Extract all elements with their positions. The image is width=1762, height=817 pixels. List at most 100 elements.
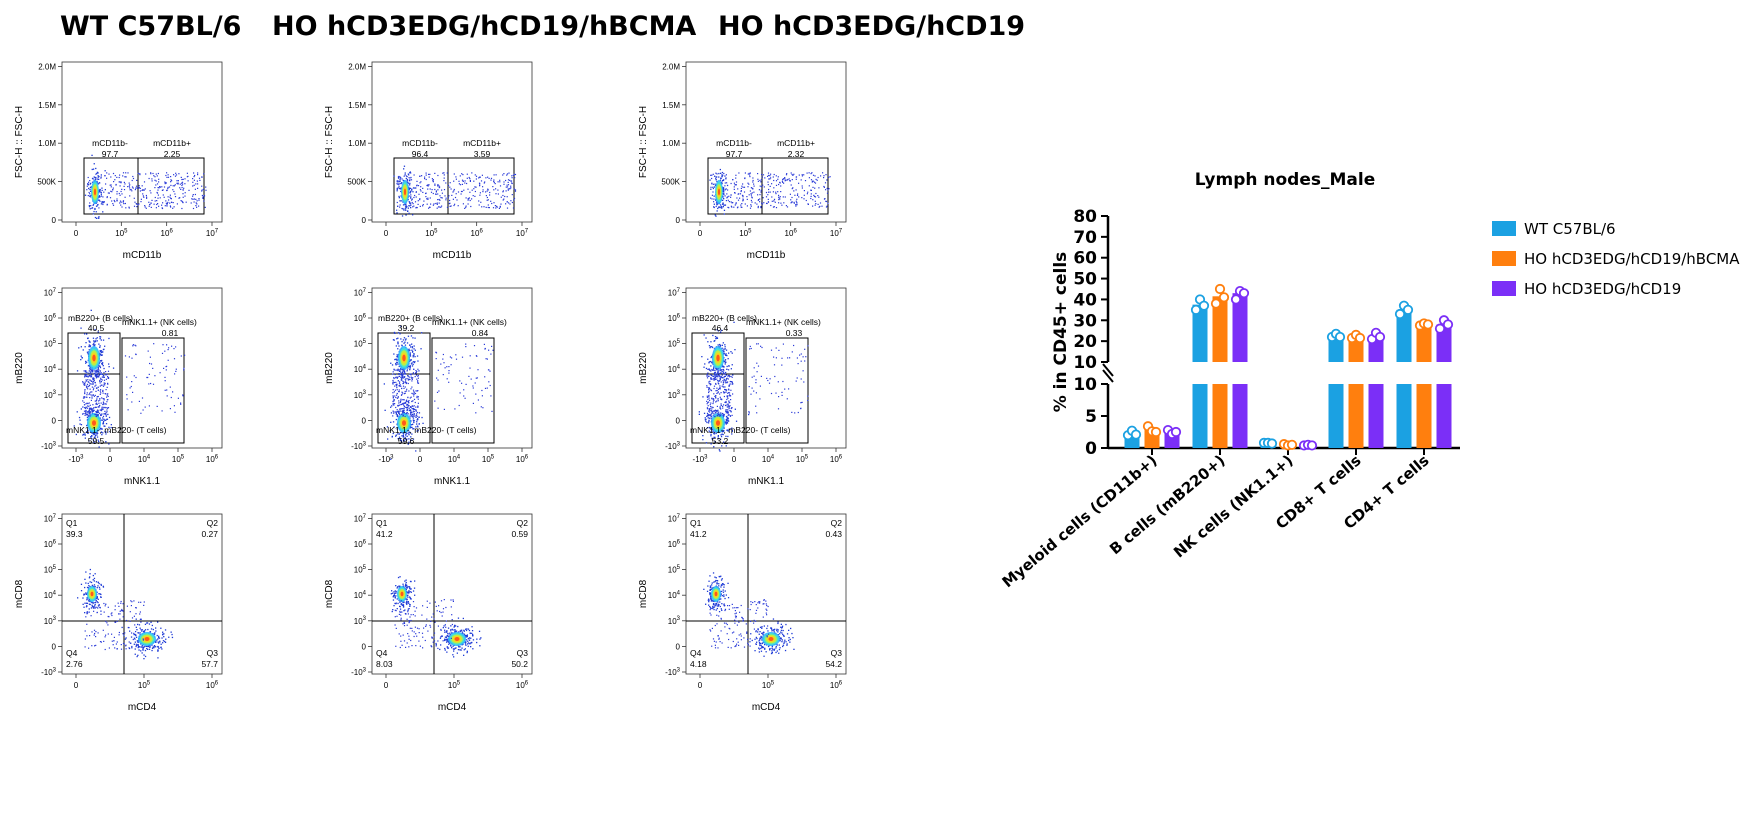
gate-label-nk-cells: mNK1.1+ (NK cells) bbox=[432, 317, 507, 327]
axis-break-mark bbox=[1102, 363, 1114, 383]
plot-frame bbox=[685, 61, 847, 223]
plot-frame bbox=[685, 287, 847, 449]
x-tick-label: 0 bbox=[732, 455, 737, 464]
y-tick-label: 500K bbox=[347, 178, 366, 187]
replicate-point bbox=[1198, 300, 1210, 311]
y-tick-label: 2.0M bbox=[38, 62, 56, 71]
x-axis-label: mNK1.1 bbox=[124, 476, 161, 487]
y-tick-label: 106 bbox=[44, 539, 57, 549]
x-tick-label: 105 bbox=[762, 680, 775, 690]
gate-value-nk-cells: 0.33 bbox=[786, 328, 803, 338]
y-tick-label: 103 bbox=[354, 616, 367, 626]
density-b-cells bbox=[701, 321, 736, 393]
density-cd8 bbox=[703, 572, 730, 613]
y-tick-label: 0 bbox=[676, 642, 681, 651]
gate-value-nk-cells: 0.81 bbox=[162, 328, 179, 338]
y-tick-label: -103 bbox=[351, 667, 367, 677]
y-tick-label: 106 bbox=[354, 313, 367, 323]
replicate-point bbox=[1214, 283, 1226, 295]
density-cd4 bbox=[430, 617, 482, 658]
y-tick-label: 0 bbox=[52, 642, 57, 651]
bar-lower-segment bbox=[1232, 384, 1248, 448]
replicate-point bbox=[1190, 304, 1202, 315]
x-tick-label: 106 bbox=[516, 680, 529, 690]
panel-row2-col1: -103 0 103 104 105 106 107 -103 0 104 105 106 mNK1.1… bbox=[14, 287, 223, 487]
y-tick-label: -103 bbox=[41, 667, 57, 677]
y-tick-label: 0 bbox=[362, 416, 367, 425]
y-axis-label: FSC-H :: FSC-H bbox=[14, 106, 25, 178]
y-tick-label: 105 bbox=[354, 565, 367, 575]
quadrant-q2-label: Q2 bbox=[831, 518, 843, 528]
category-label: NK cells (NK1.1+) bbox=[1170, 451, 1296, 561]
x-tick-label: 105 bbox=[448, 680, 461, 690]
quadrant-q2-value: 0.59 bbox=[511, 529, 528, 539]
x-tick-label: 107 bbox=[516, 228, 529, 238]
quadrant-q1-value: 41.2 bbox=[690, 529, 707, 539]
column-title-hcd3edg-hcd19-hbcma: HO hCD3EDG/hCD19/hBCMA bbox=[272, 11, 696, 42]
bar-lower-segment bbox=[1328, 384, 1344, 448]
bar-upper-segment bbox=[1416, 324, 1432, 362]
replicate-point bbox=[1170, 426, 1182, 438]
gate-label-t-cells: mNK1.1-, mB220- (T cells) bbox=[690, 425, 791, 435]
gate-label-b-cells: mB220+ (B cells) bbox=[378, 313, 443, 323]
replicate-point bbox=[1238, 288, 1250, 299]
bar-upper-segment bbox=[1232, 293, 1248, 362]
quadrant-q2-label: Q2 bbox=[517, 518, 529, 528]
y-tick-label: 80 bbox=[1073, 207, 1097, 227]
events-bridge bbox=[392, 368, 420, 418]
bar-upper-segment bbox=[1396, 309, 1412, 362]
panel-row3-col2: -103 0 103 104 105 106 107 0 105 106 mCD4 mCD8 Q141.… bbox=[324, 513, 533, 713]
y-tick-label: 107 bbox=[354, 288, 367, 298]
x-tick-label: 106 bbox=[830, 454, 843, 464]
y-tick-label: 105 bbox=[668, 339, 681, 349]
gate-value-t-cells: 59.5 bbox=[88, 436, 105, 446]
events-scatter bbox=[396, 172, 517, 210]
quadrant-q4-label: Q4 bbox=[376, 648, 388, 658]
quadrant-q3-label: Q3 bbox=[207, 648, 219, 658]
plot-frame bbox=[371, 61, 533, 223]
quadrant-q4-label: Q4 bbox=[66, 648, 78, 658]
gate-nk-cells bbox=[121, 337, 185, 444]
quadrant-q1-label: Q1 bbox=[690, 518, 702, 528]
bar-lower-segment bbox=[1396, 384, 1412, 448]
panel-row3-col3: -103 0 103 104 105 106 107 0 105 106 mCD4 mCD8 Q141.… bbox=[638, 513, 847, 713]
replicate-point bbox=[1266, 438, 1278, 449]
x-tick-label: 105 bbox=[172, 454, 185, 464]
y-tick-label: 50 bbox=[1073, 270, 1097, 290]
y-tick-label: 104 bbox=[354, 365, 367, 375]
events-scatter bbox=[434, 343, 494, 414]
x-tick-label: 0 bbox=[698, 229, 703, 238]
x-tick-label: 107 bbox=[206, 228, 219, 238]
y-axis-title: % in CD45+ cells bbox=[1051, 252, 1071, 413]
panel-row2-col2: -103 0 103 104 105 106 107 -103 0 104 105 106 mNK1.1… bbox=[324, 287, 533, 487]
quadrant-q1-value: 41.2 bbox=[376, 529, 393, 539]
bar-upper-segment bbox=[1328, 335, 1344, 362]
gate-label-mcd11b-neg: mCD11b- bbox=[716, 138, 752, 148]
gate-value-t-cells: 59.6 bbox=[398, 436, 415, 446]
replicate-point bbox=[1422, 319, 1434, 330]
bar-upper-segment bbox=[1212, 296, 1228, 362]
y-tick-label: 0 bbox=[52, 416, 57, 425]
x-tick-label: 107 bbox=[830, 228, 843, 238]
x-tick-label: 0 bbox=[74, 681, 79, 690]
y-tick-label: 0 bbox=[52, 216, 57, 225]
gate-value-b-cells: 39.2 bbox=[398, 323, 415, 333]
plot-frame bbox=[371, 513, 533, 675]
density-cd8 bbox=[390, 576, 416, 624]
plot-frame bbox=[61, 61, 223, 223]
x-tick-label: 106 bbox=[516, 454, 529, 464]
x-axis-label: mCD11b bbox=[747, 250, 786, 261]
y-tick-label: 106 bbox=[44, 313, 57, 323]
y-axis-label: FSC-H :: FSC-H bbox=[324, 106, 335, 178]
replicate-point bbox=[1442, 319, 1454, 330]
x-tick-label: 105 bbox=[115, 228, 128, 238]
y-tick-label: 0 bbox=[1085, 439, 1097, 459]
quadrant-q4-value: 8.03 bbox=[376, 659, 393, 669]
replicate-point bbox=[1150, 426, 1162, 438]
replicate-point bbox=[1354, 332, 1366, 344]
legend-swatch bbox=[1492, 221, 1516, 236]
y-tick-label: 106 bbox=[668, 539, 681, 549]
gate-label-nk-cells: mNK1.1+ (NK cells) bbox=[122, 317, 197, 327]
y-tick-label: 10 bbox=[1073, 375, 1097, 395]
